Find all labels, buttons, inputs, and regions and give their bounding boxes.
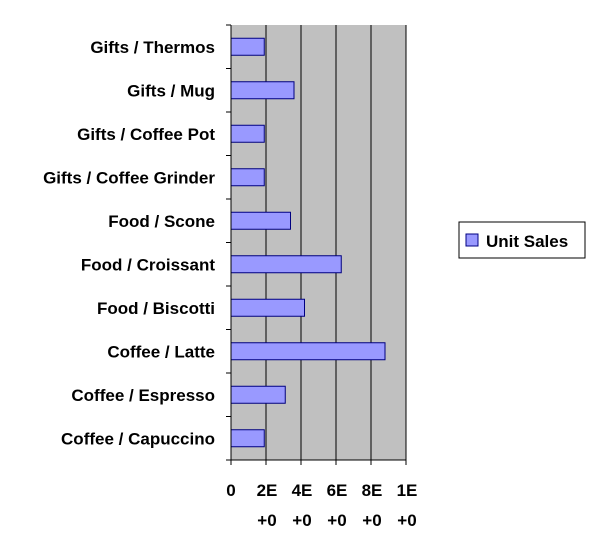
bar [230,211,291,230]
bar [230,81,295,100]
bar [230,37,265,56]
legend-swatch [465,233,479,247]
category-label: Coffee / Capuccino [61,429,215,448]
x-tick-label: +0 [292,511,311,530]
category-label: Gifts / Thermos [90,38,215,57]
bar [230,429,265,448]
x-tick-label: 6E [327,481,348,500]
x-tick-labels: 0 2E +0 4E +0 6E +0 8E +0 1E +0 [226,481,417,530]
legend-box [458,221,586,259]
x-tick-label: 4E [292,481,313,500]
x-tick-label: +0 [327,511,346,530]
category-label: Coffee / Espresso [71,386,215,405]
x-tick-label: 8E [362,481,383,500]
category-label: Food / Scone [108,212,215,231]
category-label: Food / Croissant [81,255,215,274]
x-tick-label: +0 [397,511,416,530]
bars [230,37,386,448]
category-labels: Gifts / Thermos Gifts / Mug Gifts / Coffee… [43,38,215,449]
bar [230,124,265,143]
legend-label: Unit Sales [486,232,568,251]
category-label: Coffee / Latte [107,342,215,361]
x-tick-label: 0 [226,481,235,500]
bar [230,342,386,361]
axes [226,24,407,465]
bar [230,298,305,317]
bar [230,255,342,274]
bar [230,385,286,404]
x-tick-label: +0 [362,511,381,530]
x-tick-label: 1E [397,481,418,500]
category-label: Gifts / Coffee Pot [77,125,215,144]
category-label: Gifts / Mug [127,81,215,100]
legend: Unit Sales [458,221,586,259]
category-label: Food / Biscotti [97,299,215,318]
category-label: Gifts / Coffee Grinder [43,168,215,187]
bar [230,168,265,187]
x-tick-label: 2E [257,481,278,500]
x-tick-label: +0 [257,511,276,530]
